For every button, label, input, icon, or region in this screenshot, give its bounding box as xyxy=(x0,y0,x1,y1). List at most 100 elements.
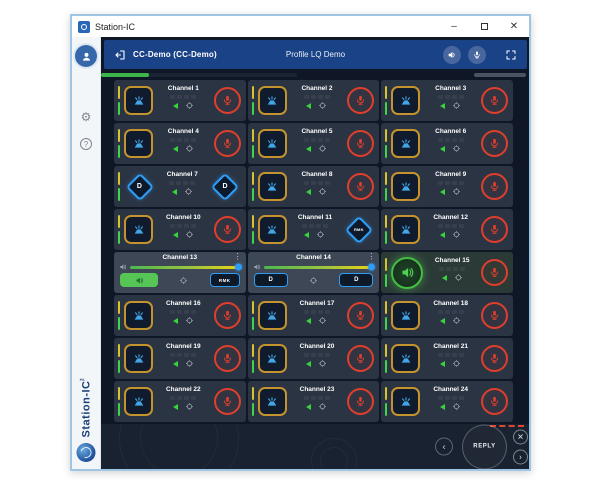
channel-tile[interactable]: Channel 16 xyxy=(114,295,246,336)
channel-tile[interactable]: D Channel 7 D xyxy=(114,166,246,207)
call-icon[interactable] xyxy=(318,187,327,196)
channel-mic-button[interactable] xyxy=(347,173,375,200)
call-icon[interactable] xyxy=(318,144,327,153)
close-button[interactable]: ✕ xyxy=(509,21,519,32)
reply-button[interactable]: REPLY xyxy=(462,424,507,469)
expand-view-button[interactable] xyxy=(505,49,517,61)
channel-talk-button[interactable] xyxy=(391,86,421,115)
channel-talk-button[interactable] xyxy=(391,172,421,201)
channel-menu-button[interactable]: ⋮ xyxy=(367,252,376,261)
channel-mic-button[interactable] xyxy=(481,130,508,157)
call-icon[interactable] xyxy=(452,359,461,368)
channel-tile[interactable]: Channel 20 xyxy=(247,338,380,379)
channel-talk-button[interactable] xyxy=(391,344,421,373)
channel-tile[interactable]: Channel 1 xyxy=(114,80,246,121)
channel-tile[interactable]: Channel 23 xyxy=(247,381,380,422)
channel-talk-button[interactable] xyxy=(257,129,287,158)
settings-gear-icon[interactable]: ⚙ xyxy=(80,110,92,124)
channel-mic-button[interactable] xyxy=(213,87,241,114)
channel-mic-button[interactable] xyxy=(213,388,241,415)
channel-talk-button[interactable] xyxy=(257,86,287,115)
channel-talk-button[interactable] xyxy=(257,344,287,373)
call-icon[interactable] xyxy=(185,359,194,368)
channel-talk-button[interactable] xyxy=(124,344,153,373)
channel-talk-button[interactable] xyxy=(257,172,287,201)
channel-menu-button[interactable]: ⋮ xyxy=(233,252,242,261)
channel-tile[interactable]: Channel 6 xyxy=(381,123,513,164)
call-icon[interactable] xyxy=(185,316,194,325)
channel-right-badge-button[interactable]: RMK xyxy=(209,273,240,287)
volume-slider[interactable] xyxy=(130,263,242,271)
dante-right-button[interactable]: D xyxy=(210,171,241,202)
reply-prev-button[interactable]: ‹ xyxy=(435,437,453,456)
dante-right-button[interactable]: RMK xyxy=(343,214,374,245)
channel-tile[interactable]: Channel 2 xyxy=(247,80,380,121)
channel-tile[interactable]: Channel 8 xyxy=(247,166,380,207)
call-icon[interactable] xyxy=(179,276,188,285)
channel-talk-button[interactable] xyxy=(391,301,421,330)
channel-talk-button[interactable] xyxy=(124,215,153,244)
call-icon[interactable] xyxy=(184,187,193,196)
channel-talk-button[interactable] xyxy=(257,215,287,244)
call-icon[interactable] xyxy=(309,276,318,285)
channel-tile[interactable]: Channel 19 xyxy=(114,338,246,379)
call-icon[interactable] xyxy=(185,144,194,153)
channel-mic-button[interactable] xyxy=(481,345,508,372)
channel-talk-button[interactable] xyxy=(124,301,153,330)
call-icon[interactable] xyxy=(452,101,461,110)
master-mic-button[interactable] xyxy=(468,45,486,64)
channel-talk-button[interactable] xyxy=(257,387,287,416)
channel-talk-button[interactable] xyxy=(391,387,421,416)
call-icon[interactable] xyxy=(452,402,461,411)
channel-tile[interactable]: Channel 4 xyxy=(114,123,246,164)
channel-mic-button[interactable] xyxy=(347,302,375,329)
channel-tile[interactable]: Channel 17 xyxy=(247,295,380,336)
minimize-button[interactable]: – xyxy=(451,21,457,32)
channel-tile[interactable]: Channel 10 xyxy=(114,209,246,250)
call-icon[interactable] xyxy=(185,402,194,411)
call-icon[interactable] xyxy=(316,230,325,239)
reply-dismiss-button[interactable]: ✕ xyxy=(513,429,528,444)
channel-tile[interactable]: Channel 3 xyxy=(381,80,513,121)
channel-tile[interactable]: Channel 12 xyxy=(381,209,513,250)
connection-name[interactable]: CC-Demo (CC-Demo) xyxy=(133,50,217,59)
channel-tile[interactable]: Channel 9 xyxy=(381,166,513,207)
call-icon[interactable] xyxy=(185,101,194,110)
channel-mic-button[interactable] xyxy=(481,173,508,200)
user-avatar-button[interactable] xyxy=(75,45,97,67)
call-icon[interactable] xyxy=(318,316,327,325)
reply-next-button[interactable]: › xyxy=(513,449,528,464)
channel-tile[interactable]: Channel 24 xyxy=(381,381,513,422)
channel-tile[interactable]: Channel 22 xyxy=(114,381,246,422)
channel-tile[interactable]: Channel 21 xyxy=(381,338,513,379)
maximize-button[interactable] xyxy=(469,16,499,37)
channel-tile[interactable]: Channel 18 xyxy=(381,295,513,336)
call-icon[interactable] xyxy=(452,230,461,239)
channel-tile[interactable]: Channel 15 xyxy=(381,252,513,293)
channel-tile-expanded[interactable]: Channel 14 ⋮ D D xyxy=(247,252,380,293)
channel-mic-button[interactable] xyxy=(481,259,508,286)
channel-mic-button[interactable] xyxy=(481,302,508,329)
channel-mic-button[interactable] xyxy=(213,130,241,157)
channel-talk-button[interactable] xyxy=(391,215,421,244)
channel-mic-button[interactable] xyxy=(481,216,508,243)
channel-talk-button[interactable] xyxy=(124,129,153,158)
channel-listen-button-active[interactable] xyxy=(120,273,158,287)
volume-slider-thumb[interactable] xyxy=(234,263,242,271)
channel-tile-expanded[interactable]: Channel 13 ⋮ RMK xyxy=(114,252,246,293)
channel-talk-button[interactable] xyxy=(124,387,153,416)
channel-mic-button[interactable] xyxy=(481,87,508,114)
call-icon[interactable] xyxy=(454,273,463,282)
call-icon[interactable] xyxy=(185,230,194,239)
channel-mic-button[interactable] xyxy=(347,87,375,114)
channel-mic-button[interactable] xyxy=(347,345,375,372)
call-icon[interactable] xyxy=(318,402,327,411)
channel-mic-button[interactable] xyxy=(481,388,508,415)
master-speaker-button[interactable] xyxy=(443,45,461,64)
help-button[interactable]: ? xyxy=(80,138,92,150)
channel-mic-button[interactable] xyxy=(347,130,375,157)
volume-slider-thumb[interactable] xyxy=(368,263,376,271)
channel-tile[interactable]: Channel 11 RMK xyxy=(247,209,380,250)
channel-talk-button[interactable] xyxy=(124,86,153,115)
channel-mic-button[interactable] xyxy=(347,388,375,415)
